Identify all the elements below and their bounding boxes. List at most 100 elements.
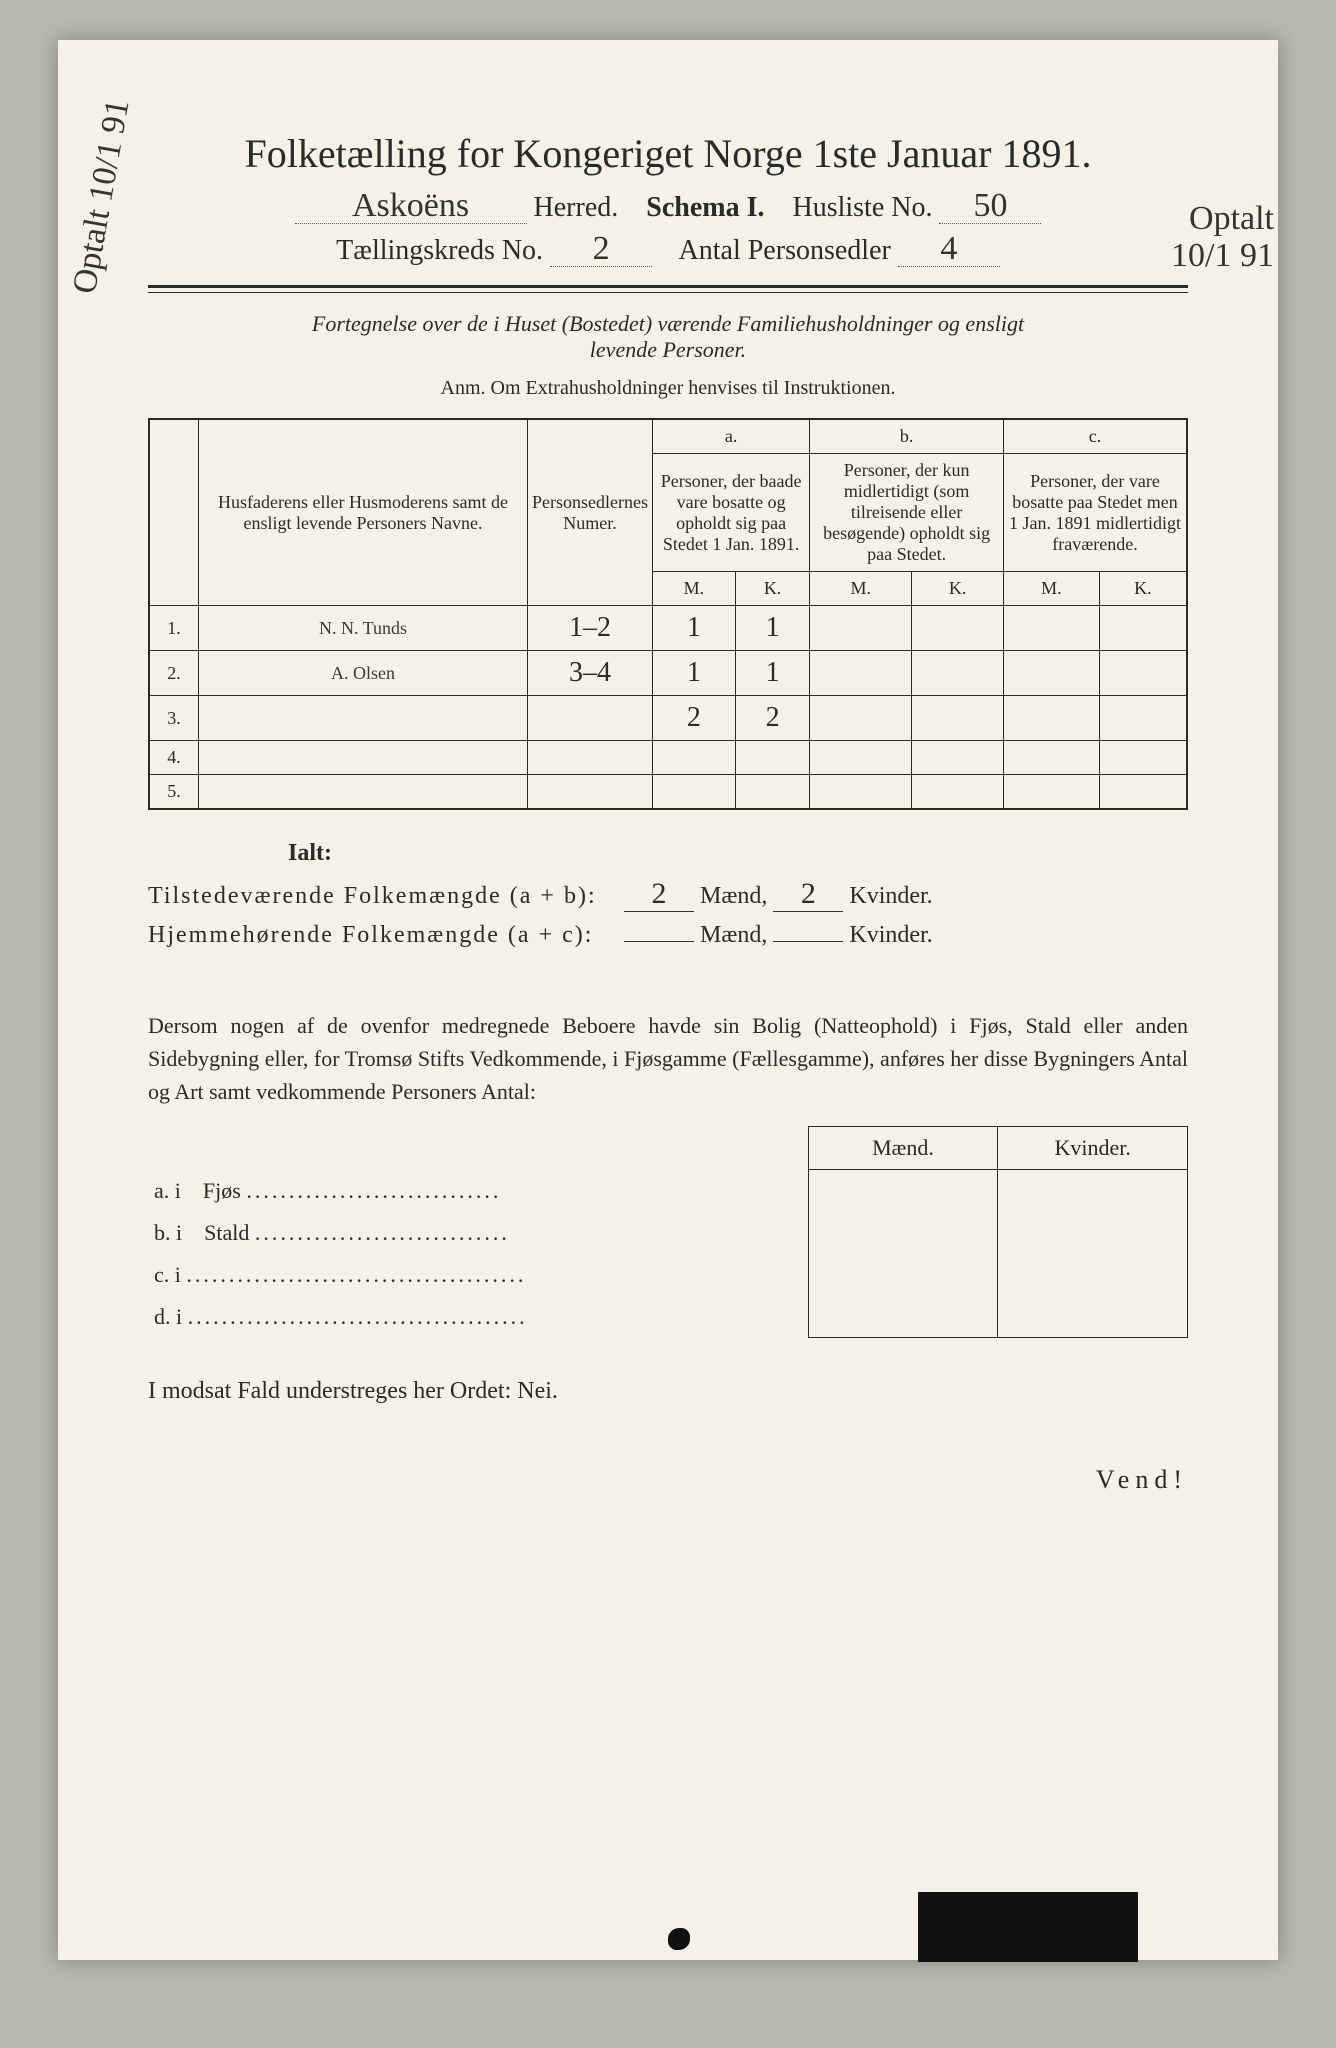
col-names-header: Husfaderens eller Husmoderens samt de en… — [199, 419, 528, 606]
vend-label: Vend! — [148, 1465, 1188, 1495]
personsedler-label: Antal Personsedler — [679, 235, 891, 266]
ink-blot-icon — [668, 1928, 690, 1950]
row-number: 4. — [149, 741, 199, 775]
intro-line2: levende Personer. — [590, 337, 746, 362]
ialt-label: Ialt: — [288, 840, 1188, 867]
col-a-m: M. — [652, 572, 735, 606]
header-line-1: Askoëns Herred. Schema I. Husliste No. 5… — [148, 189, 1188, 224]
row-number: 2. — [149, 651, 199, 696]
table-row: 1.N. N. Tunds1–211 — [149, 606, 1187, 651]
present-label: Tilstedeværende Folkemængde (a + b): — [148, 883, 618, 910]
col-b-k: K. — [912, 572, 1004, 606]
col-rownum — [149, 419, 199, 606]
row-c-m — [1004, 741, 1100, 775]
sub-b-label: Stald — [204, 1220, 249, 1245]
row-c-k — [1099, 651, 1187, 696]
row-b-m — [810, 651, 912, 696]
row-number: 3. — [149, 696, 199, 741]
margin-note-left: Optalt 10/1 91 — [66, 97, 138, 297]
row-c-k — [1099, 696, 1187, 741]
totals-block: Ialt: Tilstedeværende Folkemængde (a + b… — [148, 840, 1188, 949]
row-b-m — [810, 741, 912, 775]
margin-right-2: 10/1 91 — [1171, 237, 1274, 274]
row-c-k — [1099, 741, 1187, 775]
row-numer — [528, 696, 653, 741]
row-a-m — [652, 741, 735, 775]
kreds-label: Tællingskreds No. — [336, 235, 543, 266]
row-b-m — [810, 775, 912, 810]
row-name — [199, 741, 528, 775]
row-a-k — [735, 741, 809, 775]
col-c-head: c. — [1004, 419, 1188, 454]
dots: ........................................ — [188, 1304, 528, 1329]
row-b-m — [810, 606, 912, 651]
sub-kvinder: Kvinder. — [998, 1127, 1188, 1170]
row-numer: 3–4 — [528, 651, 653, 696]
sub-row-b: b. i Stald .............................… — [148, 1212, 1188, 1254]
census-table-head: Husfaderens eller Husmoderens samt de en… — [149, 419, 1187, 606]
col-c-k: K. — [1099, 572, 1187, 606]
census-table: Husfaderens eller Husmoderens samt de en… — [148, 418, 1188, 810]
row-name — [199, 775, 528, 810]
intro-line1: Fortegnelse over de i Huset (Bostedet) v… — [312, 311, 1024, 336]
row-a-k — [735, 775, 809, 810]
kvinder-label-2: Kvinder. — [849, 922, 932, 948]
margin-right-1: Optalt — [1189, 200, 1274, 237]
row-c-k — [1099, 775, 1187, 810]
intro-text: Fortegnelse over de i Huset (Bostedet) v… — [148, 311, 1188, 363]
schema-label: Schema I. — [646, 192, 764, 223]
dots: .............................. — [255, 1220, 510, 1245]
row-numer — [528, 741, 653, 775]
sub-table: Mænd. Kvinder. a. i Fjøs ...............… — [148, 1126, 1188, 1338]
row-b-k — [912, 741, 1004, 775]
table-row: 5. — [149, 775, 1187, 810]
col-a-head: a. — [652, 419, 809, 454]
modsat-line: I modsat Fald understreges her Ordet: Ne… — [148, 1378, 1188, 1405]
census-form-page: Optalt 10/1 91 Optalt 10/1 91 Folketælli… — [58, 40, 1278, 1960]
home-label: Hjemmehørende Folkemængde (a + c): — [148, 922, 618, 949]
divider-top — [148, 285, 1188, 293]
maend-label-2: Mænd, — [700, 922, 767, 948]
col-numer-header: Personsedlernes Numer. — [528, 419, 653, 606]
row-b-k — [912, 606, 1004, 651]
home-line: Hjemmehørende Folkemængde (a + c): Mænd,… — [148, 922, 1188, 949]
row-name: A. Olsen — [199, 651, 528, 696]
col-b-m: M. — [810, 572, 912, 606]
row-b-k — [912, 651, 1004, 696]
present-m: 2 — [624, 877, 694, 912]
dots: ........................................ — [186, 1262, 526, 1287]
sub-b: b. i — [154, 1220, 182, 1245]
col-a-k: K. — [735, 572, 809, 606]
dots: .............................. — [246, 1178, 501, 1203]
sub-a-label: Fjøs — [203, 1178, 241, 1203]
maend-label-1: Mænd, — [700, 883, 767, 909]
table-row: 2.A. Olsen3–411 — [149, 651, 1187, 696]
census-table-body: 1.N. N. Tunds1–2112.A. Olsen3–4113.224.5… — [149, 606, 1187, 810]
present-line: Tilstedeværende Folkemængde (a + b): 2 M… — [148, 877, 1188, 912]
row-a-k: 1 — [735, 606, 809, 651]
row-name: N. N. Tunds — [199, 606, 528, 651]
herred-label: Herred. — [534, 192, 619, 223]
home-k — [773, 941, 843, 942]
row-a-k: 1 — [735, 651, 809, 696]
row-b-k — [912, 775, 1004, 810]
anm-text: Anm. Om Extrahusholdninger henvises til … — [148, 377, 1188, 400]
page-title: Folketælling for Kongeriget Norge 1ste J… — [148, 130, 1188, 177]
row-c-m — [1004, 606, 1100, 651]
kvinder-label-1: Kvinder. — [849, 883, 932, 909]
row-c-m — [1004, 696, 1100, 741]
header-line-2: Tællingskreds No. 2 Antal Personsedler 4 — [148, 232, 1188, 267]
row-c-k — [1099, 606, 1187, 651]
row-b-m — [810, 696, 912, 741]
table-row: 4. — [149, 741, 1187, 775]
sub-c: c. i — [154, 1262, 181, 1287]
row-number: 1. — [149, 606, 199, 651]
col-a-text: Personer, der baade vare bosatte og opho… — [652, 454, 809, 572]
row-a-m — [652, 775, 735, 810]
col-b-text: Personer, der kun midlertidigt (som tilr… — [810, 454, 1004, 572]
sub-maend: Mænd. — [808, 1127, 998, 1170]
row-b-k — [912, 696, 1004, 741]
margin-note-right: Optalt 10/1 91 — [1171, 200, 1274, 275]
personsedler-value: 4 — [898, 232, 1000, 267]
col-c-m: M. — [1004, 572, 1100, 606]
